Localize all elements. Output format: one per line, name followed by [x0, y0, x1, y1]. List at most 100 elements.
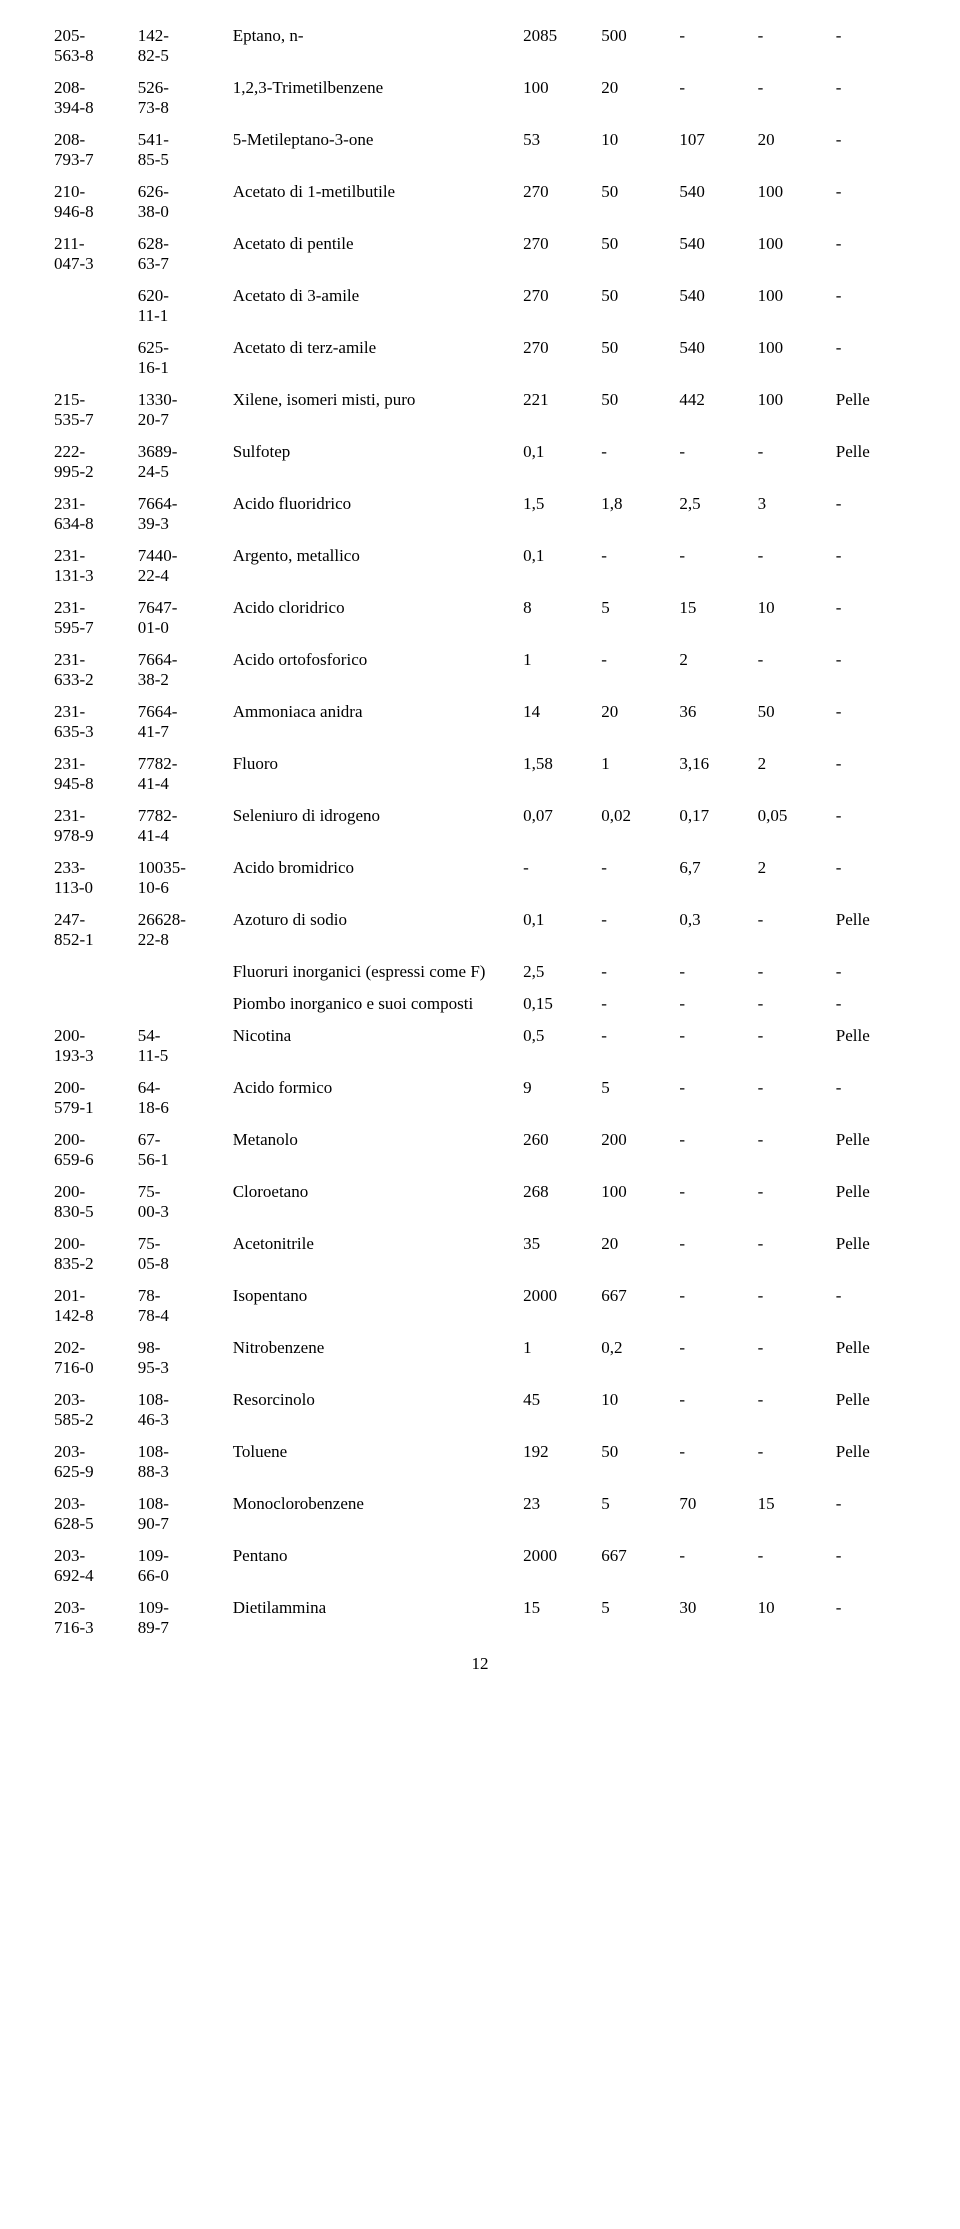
value-3: -: [675, 988, 753, 1020]
note: -: [832, 20, 910, 72]
value-2: -: [597, 956, 675, 988]
note: -: [832, 1280, 910, 1332]
value-1: 260: [519, 1124, 597, 1176]
value-3: 3,16: [675, 748, 753, 800]
value-3: 6,7: [675, 852, 753, 904]
table-row: 202-716-098-95-3Nitrobenzene10,2--Pelle: [50, 1332, 910, 1384]
cas-number: 10035-10-6: [134, 852, 229, 904]
value-3: 107: [675, 124, 753, 176]
ec-number: 200-193-3: [50, 1020, 134, 1072]
table-row: 200-579-164-18-6Acido formico95---: [50, 1072, 910, 1124]
substance-name: Acido cloridrico: [229, 592, 519, 644]
value-1: -: [519, 852, 597, 904]
value-3: 30: [675, 1592, 753, 1644]
value-2: -: [597, 540, 675, 592]
value-4: 0,05: [754, 800, 832, 852]
note: -: [832, 228, 910, 280]
value-1: 14: [519, 696, 597, 748]
cas-number: 108-90-7: [134, 1488, 229, 1540]
value-2: 20: [597, 696, 675, 748]
cas-number: 75-00-3: [134, 1176, 229, 1228]
value-4: 100: [754, 228, 832, 280]
cas-number: 108-88-3: [134, 1436, 229, 1488]
note: -: [832, 748, 910, 800]
value-3: -: [675, 1228, 753, 1280]
note: Pelle: [832, 1332, 910, 1384]
substance-name: 5-Metileptano-3-one: [229, 124, 519, 176]
ec-number: 215-535-7: [50, 384, 134, 436]
substance-name: Acetato di terz-amile: [229, 332, 519, 384]
value-4: -: [754, 1332, 832, 1384]
value-1: 270: [519, 280, 597, 332]
value-2: 50: [597, 176, 675, 228]
table-row: 231-634-87664-39-3Acido fluoridrico1,51,…: [50, 488, 910, 540]
value-4: -: [754, 904, 832, 956]
value-3: 70: [675, 1488, 753, 1540]
note: -: [832, 696, 910, 748]
ec-number: 231-635-3: [50, 696, 134, 748]
value-1: 1,5: [519, 488, 597, 540]
table-row: 233-113-010035-10-6Acido bromidrico--6,7…: [50, 852, 910, 904]
ec-number: 231-945-8: [50, 748, 134, 800]
note: -: [832, 280, 910, 332]
ec-number: 200-659-6: [50, 1124, 134, 1176]
value-1: 15: [519, 1592, 597, 1644]
cas-number: 1330-20-7: [134, 384, 229, 436]
value-2: 20: [597, 1228, 675, 1280]
cas-number: 67-56-1: [134, 1124, 229, 1176]
substance-name: Acetato di 3-amile: [229, 280, 519, 332]
value-4: -: [754, 72, 832, 124]
value-4: -: [754, 1072, 832, 1124]
value-1: 0,07: [519, 800, 597, 852]
value-3: -: [675, 1124, 753, 1176]
value-4: 3: [754, 488, 832, 540]
ec-number: 231-978-9: [50, 800, 134, 852]
value-1: 221: [519, 384, 597, 436]
note: -: [832, 1072, 910, 1124]
ec-number: 203-628-5: [50, 1488, 134, 1540]
value-3: -: [675, 1384, 753, 1436]
cas-number: 626-38-0: [134, 176, 229, 228]
substance-name: Resorcinolo: [229, 1384, 519, 1436]
table-row: 208-394-8526-73-81,2,3-Trimetilbenzene10…: [50, 72, 910, 124]
value-4: 20: [754, 124, 832, 176]
value-1: 2,5: [519, 956, 597, 988]
note: -: [832, 644, 910, 696]
ec-number: 203-585-2: [50, 1384, 134, 1436]
value-2: -: [597, 644, 675, 696]
value-1: 270: [519, 176, 597, 228]
substance-name: Fluoro: [229, 748, 519, 800]
ec-number: 200-579-1: [50, 1072, 134, 1124]
value-4: -: [754, 20, 832, 72]
table-row: 208-793-7541-85-55-Metileptano-3-one5310…: [50, 124, 910, 176]
table-row: 231-131-37440-22-4Argento, metallico0,1-…: [50, 540, 910, 592]
value-3: -: [675, 1540, 753, 1592]
substance-name: Cloroetano: [229, 1176, 519, 1228]
value-2: 5: [597, 1072, 675, 1124]
ec-number: 222-995-2: [50, 436, 134, 488]
ec-number: [50, 280, 134, 332]
cas-number: 78-78-4: [134, 1280, 229, 1332]
table-row: 203-628-5108-90-7Monoclorobenzene2357015…: [50, 1488, 910, 1540]
table-row: 625-16-1Acetato di terz-amile27050540100…: [50, 332, 910, 384]
substance-name: Acetonitrile: [229, 1228, 519, 1280]
value-4: 2: [754, 852, 832, 904]
value-4: 10: [754, 592, 832, 644]
table-row: 211-047-3628-63-7Acetato di pentile27050…: [50, 228, 910, 280]
value-2: 10: [597, 1384, 675, 1436]
value-1: 0,1: [519, 540, 597, 592]
ec-number: 203-625-9: [50, 1436, 134, 1488]
note: Pelle: [832, 1228, 910, 1280]
value-3: 540: [675, 332, 753, 384]
value-2: 50: [597, 332, 675, 384]
substance-name: Isopentano: [229, 1280, 519, 1332]
note: -: [832, 852, 910, 904]
table-row: 231-978-97782-41-4Seleniuro di idrogeno0…: [50, 800, 910, 852]
value-1: 53: [519, 124, 597, 176]
value-3: 540: [675, 228, 753, 280]
note: Pelle: [832, 384, 910, 436]
value-1: 0,5: [519, 1020, 597, 1072]
value-2: 5: [597, 592, 675, 644]
value-3: -: [675, 1436, 753, 1488]
ec-number: 211-047-3: [50, 228, 134, 280]
